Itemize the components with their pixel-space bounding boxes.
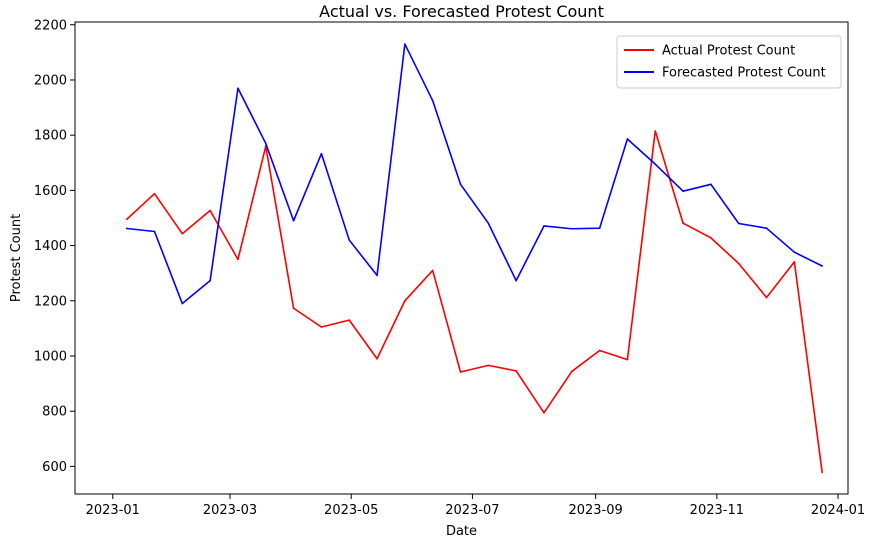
data-point: [682, 190, 684, 192]
series-line-actual: [126, 130, 823, 473]
data-point: [515, 279, 517, 282]
data-point: [209, 279, 211, 282]
data-point: [654, 163, 657, 165]
x-tick-label: 2023-11: [690, 503, 744, 518]
x-tick-label: 2023-01: [86, 503, 140, 518]
data-point: [264, 142, 267, 145]
series-layer: [125, 43, 823, 474]
chart-title: Actual vs. Forecasted Protest Count: [319, 2, 604, 21]
data-point: [459, 183, 462, 186]
y-tick-label: 2200: [34, 18, 67, 33]
data-point: [153, 192, 156, 195]
x-axis-label: Date: [446, 524, 477, 539]
data-point: [487, 364, 490, 367]
data-point: [654, 130, 657, 132]
y-tick-label: 800: [42, 405, 67, 420]
x-axis-ticks: 2023-01 2023-03 2023-05 2023-07 2023-09 2023-…: [86, 494, 865, 518]
data-point: [320, 152, 323, 155]
data-point: [404, 299, 406, 302]
data-point: [153, 230, 156, 233]
data-point: [765, 296, 768, 299]
data-point: [821, 265, 823, 267]
data-point: [626, 138, 629, 140]
data-point: [570, 370, 573, 373]
data-point: [125, 227, 128, 230]
x-tick-label: 2023-07: [445, 503, 499, 518]
data-point: [682, 222, 684, 225]
legend-label-actual: Actual Protest Count: [662, 44, 795, 59]
data-point: [737, 222, 740, 225]
x-tick-label: 2024-01: [811, 503, 865, 518]
data-point: [487, 222, 490, 225]
x-tick-label: 2023-03: [203, 503, 257, 518]
data-point: [543, 412, 545, 414]
y-tick-label: 2000: [34, 73, 67, 88]
data-point: [793, 261, 796, 263]
data-point: [292, 307, 295, 310]
y-tick-label: 1600: [34, 184, 67, 199]
data-point: [237, 87, 239, 90]
plot-area-frame: [74, 21, 849, 495]
data-point: [348, 319, 351, 321]
data-point: [737, 262, 740, 265]
legend-label-forecast: Forecasted Protest Count: [662, 66, 826, 81]
data-point: [793, 251, 796, 253]
y-tick-label: 1800: [34, 129, 67, 144]
y-tick-label: 1000: [34, 349, 67, 364]
data-point: [598, 227, 601, 229]
data-point: [765, 227, 768, 229]
data-point: [404, 43, 406, 45]
data-point: [320, 326, 323, 328]
data-point: [515, 370, 517, 372]
data-point: [431, 99, 434, 102]
y-tick-label: 600: [42, 460, 67, 475]
y-axis-ticks: 600 800 1000 1200 1400 1600 1800 2000 2200: [34, 18, 75, 475]
data-point: [181, 232, 184, 235]
data-point: [821, 471, 823, 474]
y-tick-label: 1400: [34, 239, 67, 254]
series-line-forecast: [126, 43, 823, 305]
data-point: [543, 225, 545, 227]
data-point: [292, 219, 295, 222]
legend: Actual Protest Count Forecasted Protest …: [616, 35, 842, 89]
data-point: [710, 183, 712, 186]
data-point: [181, 302, 184, 305]
y-axis-label: Protest Count: [9, 214, 24, 302]
data-point: [459, 371, 462, 373]
x-tick-label: 2023-09: [568, 503, 622, 518]
data-point: [710, 237, 712, 239]
data-point: [570, 227, 573, 230]
data-point: [626, 358, 629, 361]
data-point: [376, 274, 378, 277]
data-point: [237, 258, 239, 261]
data-point: [376, 357, 378, 360]
legend-box: [616, 35, 842, 89]
data-point: [209, 209, 211, 212]
x-tick-label: 2023-05: [324, 503, 378, 518]
data-point: [598, 349, 601, 352]
data-point: [125, 218, 128, 221]
data-point: [348, 239, 351, 241]
y-tick-label: 1200: [34, 294, 67, 309]
data-point: [431, 269, 434, 272]
